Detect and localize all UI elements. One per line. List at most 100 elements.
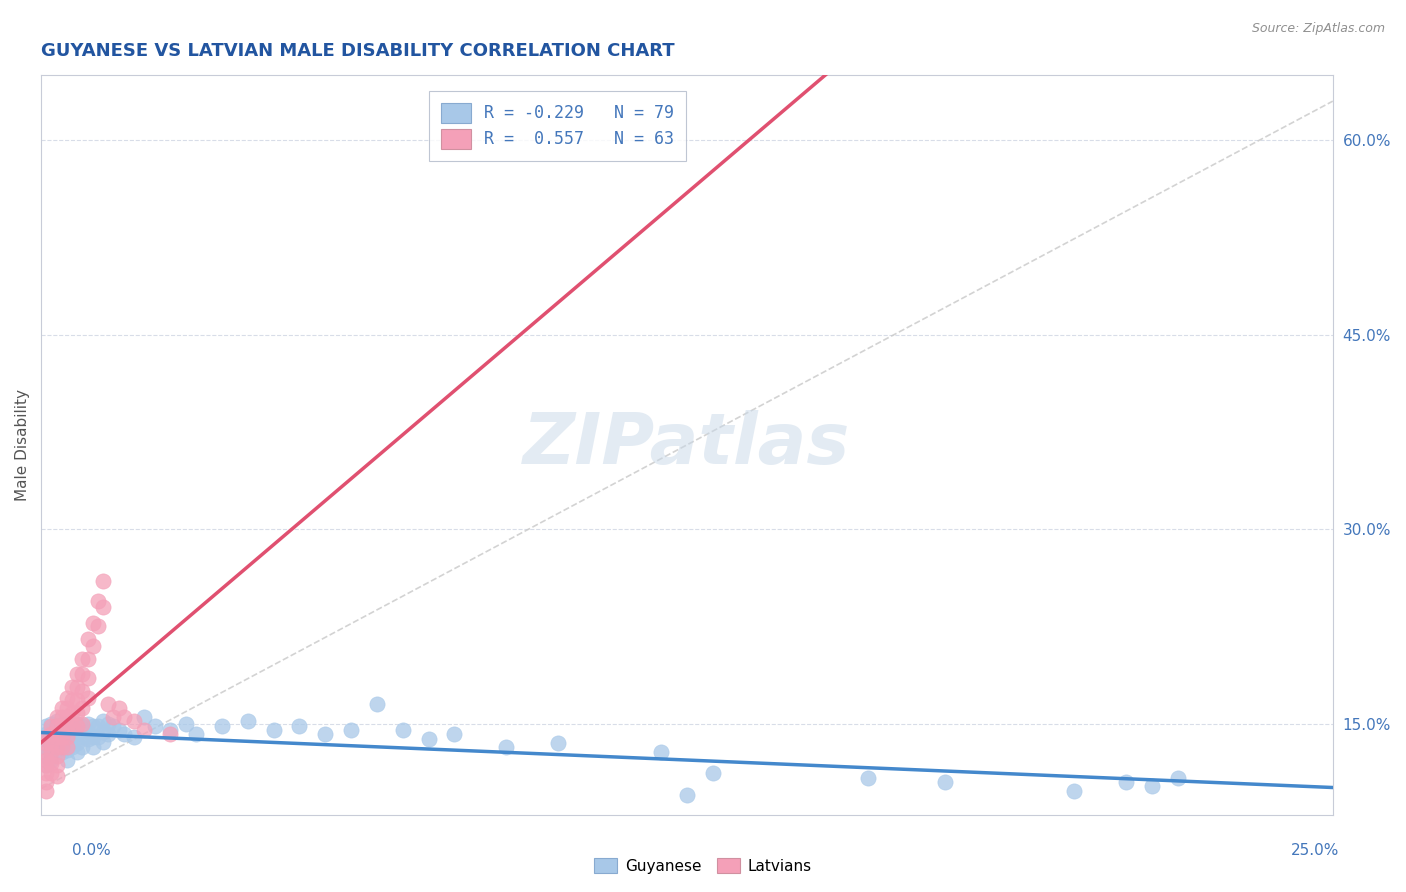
Point	[443, 727, 465, 741]
Point	[159, 727, 181, 741]
Point	[76, 716, 98, 731]
Point	[45, 714, 67, 728]
Point	[60, 740, 83, 755]
Point	[391, 723, 413, 738]
Point	[91, 724, 114, 739]
Point	[1167, 771, 1189, 785]
Point	[60, 693, 83, 707]
Point	[45, 769, 67, 783]
Point	[35, 784, 58, 798]
Point	[72, 652, 94, 666]
Point	[45, 710, 67, 724]
Point	[856, 771, 879, 785]
Legend: R = -0.229   N = 79, R =  0.557   N = 63: R = -0.229 N = 79, R = 0.557 N = 63	[429, 91, 686, 161]
Point	[134, 723, 156, 738]
Point	[35, 736, 58, 750]
Point	[45, 749, 67, 764]
Point	[263, 723, 285, 738]
Point	[72, 667, 94, 681]
Point	[60, 730, 83, 744]
Point	[72, 716, 94, 731]
Text: GUYANESE VS LATVIAN MALE DISABILITY CORRELATION CHART: GUYANESE VS LATVIAN MALE DISABILITY CORR…	[41, 42, 675, 60]
Point	[56, 730, 79, 744]
Point	[66, 706, 89, 721]
Point	[314, 727, 336, 741]
Point	[122, 730, 145, 744]
Point	[41, 736, 63, 750]
Point	[1140, 779, 1163, 793]
Point	[103, 710, 125, 724]
Point	[76, 732, 98, 747]
Point	[45, 758, 67, 772]
Point	[87, 730, 110, 744]
Point	[76, 724, 98, 739]
Point	[82, 615, 104, 630]
Point	[91, 714, 114, 728]
Point	[112, 727, 135, 741]
Point	[82, 719, 104, 733]
Point	[134, 710, 156, 724]
Point	[418, 732, 440, 747]
Point	[66, 736, 89, 750]
Point	[495, 740, 517, 755]
Point	[56, 690, 79, 705]
Point	[35, 758, 58, 772]
Point	[76, 652, 98, 666]
Point	[143, 719, 166, 733]
Point	[547, 736, 569, 750]
Point	[76, 632, 98, 647]
Point	[66, 667, 89, 681]
Point	[1063, 784, 1085, 798]
Point	[366, 698, 388, 712]
Point	[35, 745, 58, 759]
Point	[66, 727, 89, 741]
Point	[56, 753, 79, 767]
Point	[184, 727, 207, 741]
Point	[35, 730, 58, 744]
Point	[97, 698, 120, 712]
Point	[107, 723, 129, 738]
Point	[288, 719, 311, 733]
Point	[87, 619, 110, 633]
Point	[51, 701, 73, 715]
Point	[56, 732, 79, 747]
Point	[72, 684, 94, 698]
Point	[82, 730, 104, 744]
Point	[107, 701, 129, 715]
Point	[340, 723, 363, 738]
Point	[934, 775, 956, 789]
Point	[56, 719, 79, 733]
Point	[41, 719, 63, 733]
Point	[60, 681, 83, 695]
Y-axis label: Male Disability: Male Disability	[15, 389, 30, 501]
Point	[35, 719, 58, 733]
Point	[56, 716, 79, 731]
Point	[60, 706, 83, 721]
Point	[91, 735, 114, 749]
Text: 25.0%: 25.0%	[1291, 843, 1339, 858]
Point	[103, 719, 125, 733]
Point	[72, 730, 94, 744]
Point	[51, 740, 73, 755]
Point	[87, 719, 110, 733]
Point	[211, 719, 233, 733]
Point	[1115, 775, 1137, 789]
Point	[82, 639, 104, 653]
Point	[51, 727, 73, 741]
Point	[56, 724, 79, 739]
Point	[66, 745, 89, 759]
Point	[122, 714, 145, 728]
Point	[51, 736, 73, 750]
Point	[35, 758, 58, 772]
Point	[60, 719, 83, 733]
Point	[41, 745, 63, 759]
Legend: Guyanese, Latvians: Guyanese, Latvians	[588, 852, 818, 880]
Point	[72, 701, 94, 715]
Point	[35, 749, 58, 764]
Point	[650, 745, 672, 759]
Point	[51, 710, 73, 724]
Point	[45, 719, 67, 733]
Point	[45, 727, 67, 741]
Point	[41, 716, 63, 731]
Point	[76, 690, 98, 705]
